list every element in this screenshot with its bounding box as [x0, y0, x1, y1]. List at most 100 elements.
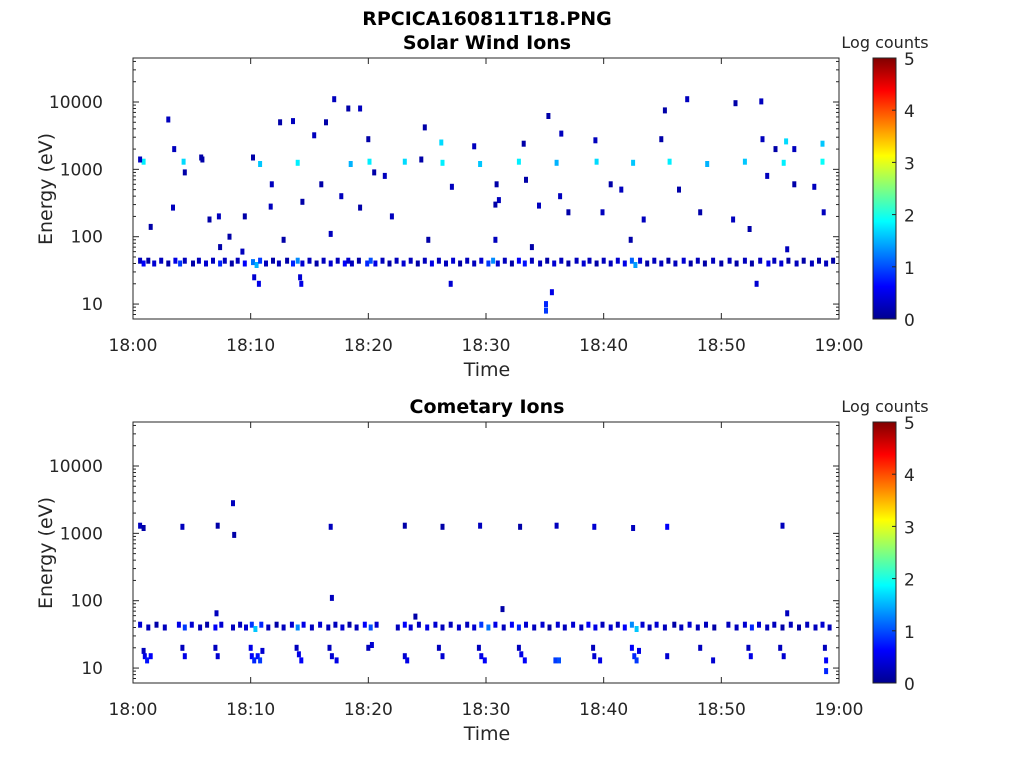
heatmap-cell: [298, 274, 303, 281]
heatmap-cell: [367, 158, 372, 165]
heatmap-cell: [216, 213, 221, 220]
heatmap-cell: [677, 186, 681, 193]
heatmap-cell: [619, 186, 624, 193]
figure-title: RPCICA160811T18.PNG: [362, 8, 612, 30]
heatmap-cell: [368, 624, 373, 631]
heatmap-cell: [633, 262, 638, 268]
heatmap-cell: [200, 156, 205, 163]
heatmap-cell: [555, 621, 560, 628]
heatmap-cell: [268, 203, 273, 210]
heatmap-cell: [608, 181, 613, 188]
heatmap-cell: [248, 644, 253, 651]
heatmap-cell: [299, 280, 304, 287]
heatmap-cell: [495, 260, 500, 267]
heatmap-cell: [629, 644, 634, 651]
colorbar-tick-label: 3: [904, 154, 915, 174]
heatmap-cell: [402, 158, 407, 165]
heatmap-cell: [213, 624, 218, 631]
heatmap-cell: [662, 107, 667, 114]
heatmap-cell: [458, 260, 463, 267]
heatmap-cell: [141, 647, 146, 654]
heatmap-cell: [369, 642, 374, 648]
heatmap-cell: [822, 644, 827, 651]
heatmap-cell: [372, 169, 377, 176]
heatmap-cell: [299, 657, 304, 664]
heatmap-cell: [516, 644, 521, 651]
heatmap-cell: [259, 621, 264, 628]
heatmap-cell: [472, 143, 477, 150]
heatmap-cell: [138, 522, 143, 529]
heatmap-cells: [138, 96, 836, 314]
heatmap-cell: [440, 159, 445, 166]
heatmap-cell: [472, 260, 477, 267]
heatmap-cell: [342, 260, 347, 267]
heatmap-cell: [328, 230, 333, 237]
heatmap-cell: [235, 257, 240, 264]
heatmap-cell: [366, 644, 371, 651]
heatmap-cell: [766, 260, 771, 267]
heatmap-cell: [749, 260, 754, 267]
heatmap-cell: [405, 657, 410, 664]
plot-frame: [132, 421, 840, 684]
heatmap-cell: [251, 259, 255, 266]
heatmap-cell: [631, 159, 636, 166]
heatmap-cell: [749, 624, 754, 631]
heatmap-cell: [702, 260, 707, 267]
heatmap-cell: [712, 624, 717, 631]
heatmap-cell: [549, 289, 554, 296]
heatmap-cell: [698, 644, 703, 651]
heatmap-cell: [321, 257, 326, 264]
heatmap-cell: [227, 233, 232, 240]
heatmap-cell: [519, 651, 524, 658]
heatmap-cell: [779, 260, 784, 267]
heatmap-cell: [191, 260, 195, 267]
heatmap-cell: [229, 260, 234, 267]
heatmap-cell: [319, 181, 324, 188]
heatmap-cell: [440, 653, 445, 660]
heatmap-cell: [251, 154, 255, 161]
heatmap-cell: [260, 647, 265, 654]
heatmap-cell: [695, 624, 700, 631]
heatmap-cell: [687, 621, 692, 628]
heatmap-cell: [820, 158, 825, 165]
heatmap-cell: [785, 610, 790, 617]
x-tick-label: 18:50: [697, 336, 746, 356]
heatmap-cell: [413, 613, 418, 620]
colorbar: [872, 57, 897, 320]
heatmap-cell: [348, 161, 353, 167]
x-tick-label: 18:50: [697, 700, 746, 720]
heatmap-cell: [792, 146, 797, 153]
colorbar-tick-label: 5: [904, 414, 915, 434]
x-axis-label: Time: [463, 723, 511, 745]
heatmap-cell: [329, 594, 334, 601]
heatmap-cell: [516, 158, 521, 165]
heatmap-cell: [500, 606, 505, 613]
heatmap-cell: [581, 260, 586, 267]
heatmap-cell: [238, 621, 243, 628]
heatmap-cell: [138, 621, 143, 628]
heatmap-cell: [389, 213, 394, 220]
heatmap-cell: [537, 202, 541, 209]
heatmap-cell: [547, 624, 552, 631]
heatmap-cell: [295, 624, 300, 631]
heatmap-cell: [502, 257, 507, 264]
heatmap-cell: [482, 657, 487, 664]
heatmap-cell: [731, 216, 736, 223]
heatmap-cell: [491, 257, 496, 264]
heatmap-cell: [654, 621, 659, 628]
heatmap-cell: [159, 257, 164, 264]
heatmap-cell: [516, 257, 521, 264]
heatmap-cell: [786, 257, 791, 264]
heatmap-cell: [574, 257, 579, 264]
heatmap-cell: [178, 260, 183, 267]
heatmap-cell: [629, 257, 634, 264]
heatmap-cell: [521, 140, 526, 147]
heatmap-cell: [465, 257, 470, 264]
heatmap-cell: [249, 653, 254, 660]
heatmap-cell: [301, 621, 306, 628]
heatmap-cell: [479, 621, 484, 628]
heatmap-cell: [544, 307, 548, 314]
heatmap-cell: [318, 621, 323, 628]
